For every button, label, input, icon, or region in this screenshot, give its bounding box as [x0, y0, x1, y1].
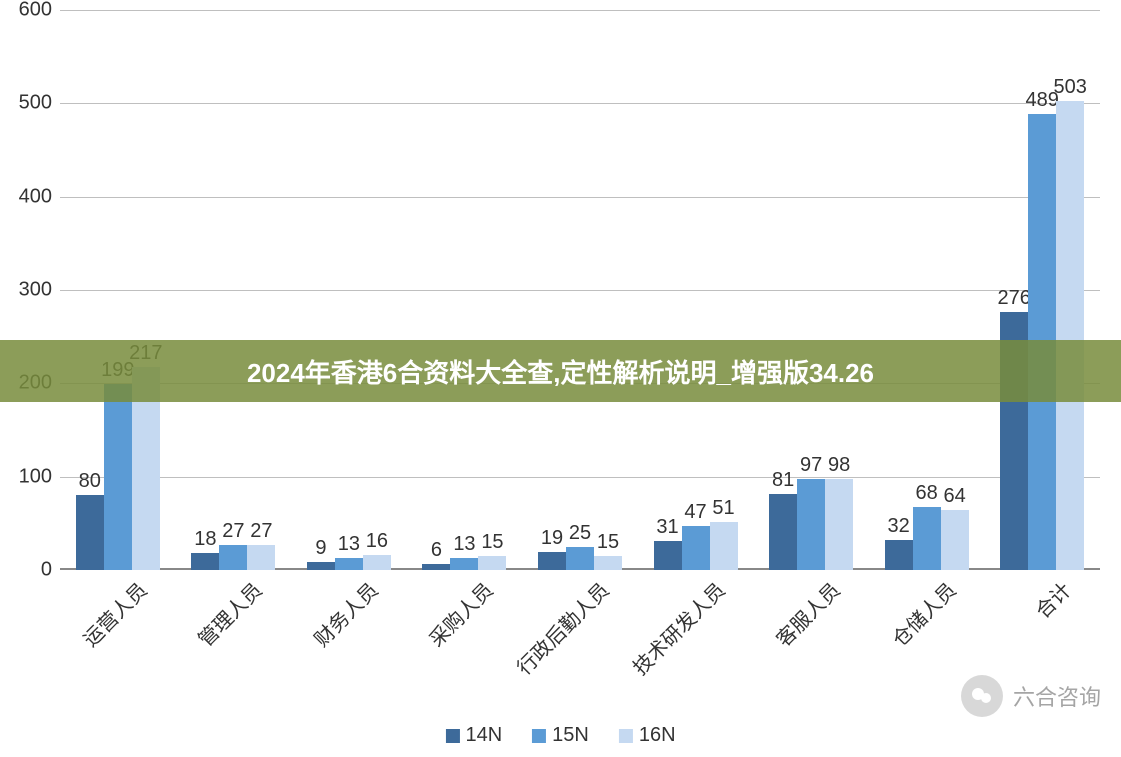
gridline: [60, 10, 1100, 11]
y-tick-label: 100: [19, 465, 52, 488]
category-label: 采购人员: [422, 575, 499, 652]
gridline: [60, 197, 1100, 198]
bar-value-label: 32: [888, 515, 910, 538]
y-tick-label: 500: [19, 92, 52, 115]
bar-group: 276489503: [1000, 101, 1084, 570]
bar-group: 182727: [191, 545, 275, 570]
bar-group: 61315: [422, 556, 506, 570]
legend-swatch: [532, 729, 546, 743]
bar: 47: [682, 526, 710, 570]
bar: 15: [594, 556, 622, 570]
bar-value-label: 81: [772, 469, 794, 492]
category-label: 技术研发人员: [625, 575, 730, 680]
gridline: [60, 103, 1100, 104]
bar-value-label: 27: [222, 520, 244, 543]
legend-item: 15N: [532, 724, 589, 747]
y-tick-label: 300: [19, 279, 52, 302]
gridline: [60, 290, 1100, 291]
bar-value-label: 18: [194, 528, 216, 551]
bar: 31: [654, 541, 682, 570]
legend-label: 14N: [465, 724, 502, 747]
bar: 199: [104, 384, 132, 570]
watermark-text: 六合咨询: [1013, 680, 1101, 712]
category-label: 运营人员: [75, 575, 152, 652]
bar: 68: [913, 507, 941, 570]
bar: 32: [885, 540, 913, 570]
bar-value-label: 98: [828, 454, 850, 477]
bar: 503: [1056, 101, 1084, 570]
bar: 51: [710, 522, 738, 570]
legend-item: 16N: [619, 724, 676, 747]
chart-area: 0100200300400500600801992171827279131661…: [60, 10, 1100, 570]
bar-value-label: 6: [431, 539, 442, 562]
overlay-text: 2024年香港6合资料大全查,定性解析说明_增强版34.26: [247, 353, 874, 390]
legend-swatch: [445, 729, 459, 743]
bar: 64: [941, 510, 969, 570]
bar-value-label: 80: [79, 470, 101, 493]
bar-value-label: 25: [569, 522, 591, 545]
watermark: 六合咨询: [961, 675, 1101, 717]
category-label: 财务人员: [306, 575, 383, 652]
bar: 15: [478, 556, 506, 570]
legend-label: 15N: [552, 724, 589, 747]
category-label: 管理人员: [191, 575, 268, 652]
bar-value-label: 27: [250, 520, 272, 543]
y-tick-label: 600: [19, 0, 52, 22]
bar-value-label: 276: [998, 287, 1031, 310]
bar: 25: [566, 547, 594, 570]
bar-value-label: 47: [684, 501, 706, 524]
legend-label: 16N: [639, 724, 676, 747]
bar: 19: [538, 552, 566, 570]
bar: 81: [769, 494, 797, 570]
bar: 97: [797, 479, 825, 570]
bar-group: 819798: [769, 479, 853, 570]
gridline: [60, 477, 1100, 478]
legend-swatch: [619, 729, 633, 743]
category-label: 行政后勤人员: [509, 575, 614, 680]
overlay-banner: 2024年香港6合资料大全查,定性解析说明_增强版34.26: [0, 340, 1121, 402]
bar-group: 326864: [885, 507, 969, 570]
bar-value-label: 16: [366, 530, 388, 553]
bar-group: 192515: [538, 547, 622, 570]
category-label: 合计: [1028, 575, 1077, 624]
bar-group: 314751: [654, 522, 738, 570]
bar-value-label: 15: [597, 531, 619, 554]
y-tick-label: 0: [41, 559, 52, 582]
bar-value-label: 97: [800, 454, 822, 477]
y-tick-label: 400: [19, 185, 52, 208]
legend-item: 14N: [445, 724, 502, 747]
bar-value-label: 15: [481, 531, 503, 554]
bar: 18: [191, 553, 219, 570]
bar-value-label: 503: [1054, 76, 1087, 99]
bar-value-label: 68: [916, 482, 938, 505]
bar-value-label: 19: [541, 527, 563, 550]
category-label: 仓储人员: [884, 575, 961, 652]
bar-value-label: 13: [338, 533, 360, 556]
bar: 9: [307, 562, 335, 570]
bar: 16: [363, 555, 391, 570]
bar: 80: [76, 495, 104, 570]
legend: 14N 15N 16N: [445, 724, 675, 747]
bar-value-label: 64: [944, 485, 966, 508]
bar: 6: [422, 564, 450, 570]
wechat-icon: [961, 675, 1003, 717]
bar-value-label: 9: [315, 537, 326, 560]
bar: 13: [450, 558, 478, 570]
bar-value-label: 51: [712, 497, 734, 520]
bar: 13: [335, 558, 363, 570]
bar-value-label: 31: [656, 516, 678, 539]
bar: 27: [247, 545, 275, 570]
bar-value-label: 13: [453, 533, 475, 556]
bar-group: 91316: [307, 555, 391, 570]
bar: 98: [825, 479, 853, 570]
bar: 27: [219, 545, 247, 570]
category-label: 客服人员: [769, 575, 846, 652]
